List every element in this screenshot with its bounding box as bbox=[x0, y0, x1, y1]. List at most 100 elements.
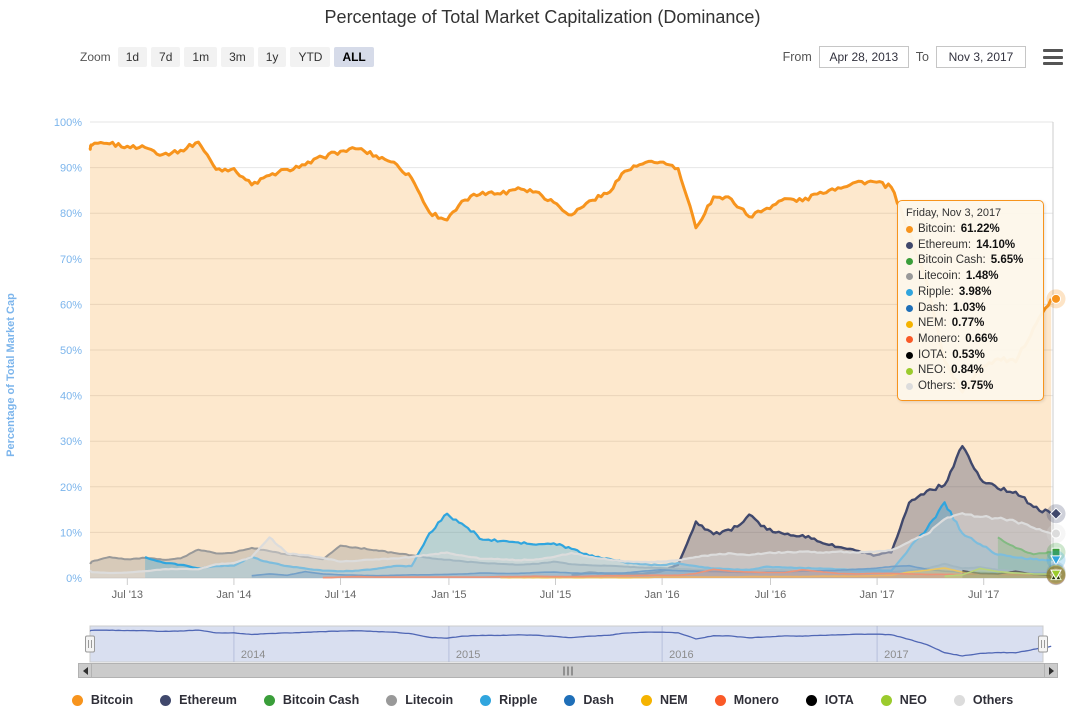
from-label: From bbox=[782, 50, 812, 64]
tooltip-row-dash: Dash: 1.03% bbox=[906, 301, 1035, 317]
scrollbar-right-arrow-button[interactable] bbox=[1044, 663, 1058, 678]
tooltip-row-others: Others: 9.75% bbox=[906, 379, 1035, 395]
legend-dot-nem bbox=[640, 694, 652, 706]
tooltip-series-name: Ripple: bbox=[918, 285, 954, 298]
legend-item-ripple[interactable]: Ripple bbox=[480, 693, 537, 707]
legend-dot-monero bbox=[714, 694, 726, 706]
tooltip-row-monero: Monero: 0.66% bbox=[906, 332, 1035, 348]
series-line-ripple bbox=[144, 501, 1052, 573]
legend-label: Others bbox=[972, 693, 1014, 707]
y-axis-title: Percentage of Total Market Cap bbox=[5, 293, 17, 457]
context-menu-icon[interactable] bbox=[1043, 49, 1063, 65]
tooltip-series-name: Bitcoin: bbox=[918, 223, 956, 235]
tooltip-series-value: 3.98% bbox=[958, 285, 992, 298]
tooltip-series-name: Monero: bbox=[918, 332, 961, 345]
chart-legend: Bitcoin Ethereum Bitcoin Cash Litecoin Rippl… bbox=[0, 693, 1085, 707]
series-area-nem bbox=[500, 568, 1052, 578]
navigator-left-handle[interactable] bbox=[85, 635, 95, 653]
tooltip-row-bitcoin: Bitcoin: 61.22% bbox=[906, 222, 1035, 238]
series-line-ethereum bbox=[571, 445, 1053, 577]
tooltip-series-name: Dash: bbox=[918, 301, 949, 314]
navigator-scrollbar bbox=[78, 663, 1058, 678]
scrollbar-thumb[interactable] bbox=[92, 663, 1044, 678]
series-area-bitcoin bbox=[90, 142, 1052, 578]
legend-item-dash[interactable]: Dash bbox=[564, 693, 614, 707]
legend-dot-ripple bbox=[480, 694, 492, 706]
tooltip-series-value: 5.65% bbox=[990, 254, 1024, 267]
series-line-bitcoin bbox=[88, 140, 1053, 394]
tooltip-series-name: NEM: bbox=[918, 317, 947, 330]
y-axis-tick-label: 30% bbox=[60, 436, 82, 448]
tooltip-dot-ripple bbox=[906, 289, 913, 297]
main-chart[interactable]: 0% 10% 20% 30% 40% 50% 60% 70% 80% 90% 100% Percent… bbox=[0, 75, 1085, 610]
zoom-button-1d[interactable]: 1d bbox=[117, 47, 148, 67]
tooltip-series-value: 14.10% bbox=[976, 238, 1016, 251]
tooltip-dot-bitcoin-cash bbox=[906, 257, 913, 265]
zoom-button-1m[interactable]: 1m bbox=[184, 47, 218, 67]
tooltip-dot-neo bbox=[906, 367, 913, 375]
tooltip-series-value: 1.03% bbox=[953, 301, 986, 314]
zoom-button-3m[interactable]: 3m bbox=[221, 47, 254, 67]
legend-item-bitcoin-cash[interactable]: Bitcoin Cash bbox=[263, 693, 359, 707]
y-axis-tick-label: 20% bbox=[60, 482, 82, 494]
zoom-label: Zoom bbox=[80, 50, 111, 64]
legend-item-iota[interactable]: IOTA bbox=[805, 693, 854, 707]
legend-dot-ethereum bbox=[160, 694, 172, 706]
navigator[interactable]: 2014 2015 2016 2017 bbox=[0, 622, 1085, 664]
legend-label: Bitcoin bbox=[90, 693, 134, 707]
zoom-button-7d[interactable]: 7d bbox=[151, 47, 181, 67]
navigator-mask[interactable] bbox=[90, 626, 1043, 662]
legend-item-bitcoin[interactable]: Bitcoin bbox=[71, 693, 134, 707]
x-axis-tick-label: Jan '17 bbox=[860, 589, 895, 601]
legend-label: NEO bbox=[899, 693, 927, 707]
tooltip-row-iota: IOTA: 0.53% bbox=[906, 348, 1035, 364]
tooltip-series-value: 0.66% bbox=[965, 332, 998, 345]
zoom-button-1y[interactable]: 1y bbox=[257, 47, 287, 67]
y-axis-tick-label: 10% bbox=[60, 527, 82, 539]
right-arrow-icon bbox=[1048, 666, 1054, 675]
navigator-year-label: 2015 bbox=[456, 649, 480, 661]
legend-item-monero[interactable]: Monero bbox=[714, 693, 779, 707]
series-area-ripple bbox=[145, 502, 1052, 578]
tooltip-series-name: Others: bbox=[918, 380, 956, 393]
scrollbar-grip-icon bbox=[563, 666, 573, 675]
to-date-input[interactable] bbox=[936, 46, 1026, 68]
tooltip-series-name: Litecoin: bbox=[918, 270, 961, 283]
series-marker-neo bbox=[1050, 569, 1062, 581]
series-line-nem bbox=[500, 567, 1052, 579]
x-axis-tick-label: Jul '15 bbox=[540, 589, 571, 601]
legend-label: Monero bbox=[733, 693, 779, 707]
series-area-others bbox=[90, 513, 1052, 578]
tooltip-dot-monero bbox=[906, 336, 913, 344]
legend-dot-bitcoin bbox=[71, 694, 83, 706]
legend-label: Dash bbox=[583, 693, 614, 707]
scrollbar-left-arrow-button[interactable] bbox=[78, 663, 92, 678]
series-marker-bitcoin bbox=[1051, 293, 1061, 304]
zoom-button-ytd[interactable]: YTD bbox=[290, 47, 331, 67]
y-axis-tick-label: 70% bbox=[60, 254, 82, 266]
y-axis-tick-label: 90% bbox=[60, 163, 82, 175]
page-title: Percentage of Total Market Capitalizatio… bbox=[324, 7, 761, 27]
legend-item-ethereum[interactable]: Ethereum bbox=[160, 693, 237, 707]
tooltip-series-value: 61.22% bbox=[960, 223, 1000, 235]
legend-dot-neo bbox=[880, 694, 892, 706]
navigator-series-line bbox=[89, 629, 1052, 657]
from-date-input[interactable] bbox=[818, 46, 909, 68]
legend-label: NEM bbox=[659, 693, 688, 707]
tooltip-date: Friday, Nov 3, 2017 bbox=[906, 207, 1002, 219]
y-axis-tick-label: 40% bbox=[60, 391, 82, 403]
tooltip-series-name: Ethereum: bbox=[918, 238, 972, 251]
zoom-button-group: Zoom 1d 7d 1m 3m 1y YTD ALL bbox=[80, 47, 374, 67]
series-marker-ethereum bbox=[1049, 507, 1063, 520]
legend-item-neo[interactable]: NEO bbox=[880, 693, 927, 707]
legend-item-nem[interactable]: NEM bbox=[640, 693, 688, 707]
zoom-button-all[interactable]: ALL bbox=[334, 47, 374, 67]
legend-item-litecoin[interactable]: Litecoin bbox=[386, 693, 453, 707]
tooltip-row-bitcoin-cash: Bitcoin Cash: 5.65% bbox=[906, 253, 1035, 269]
tooltip-row-ripple: Ripple: 3.98% bbox=[906, 285, 1035, 301]
legend-item-others[interactable]: Others bbox=[953, 693, 1014, 707]
navigator-right-handle[interactable] bbox=[1038, 635, 1048, 653]
x-axis-tick-label: Jul '16 bbox=[755, 589, 786, 601]
x-axis-tick-label: Jan '15 bbox=[431, 589, 466, 601]
y-axis-tick-label: 80% bbox=[60, 208, 82, 220]
